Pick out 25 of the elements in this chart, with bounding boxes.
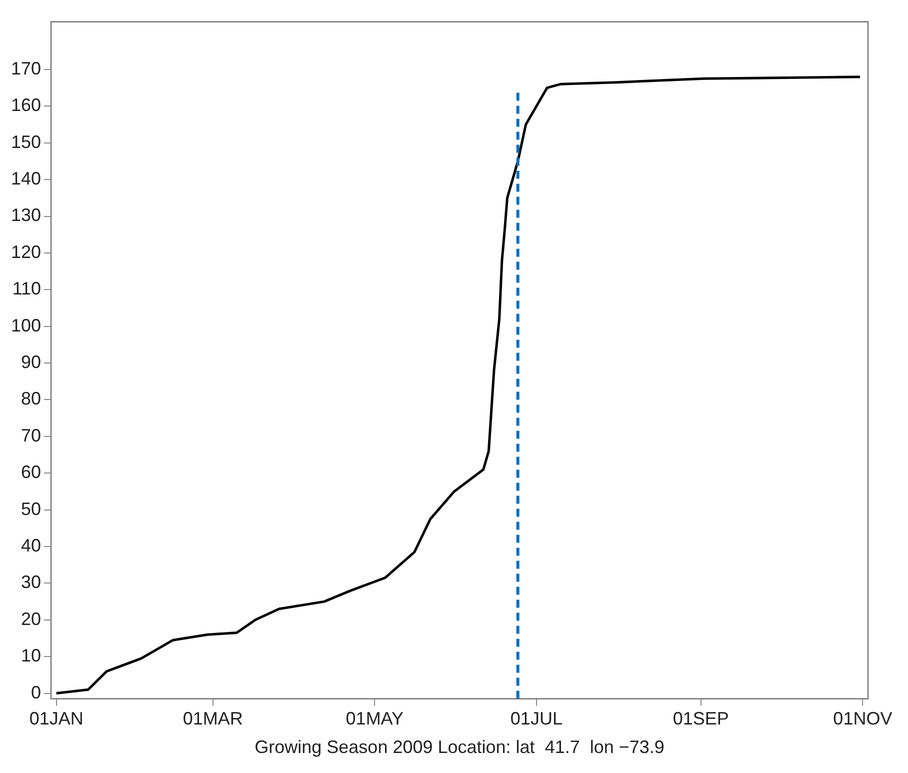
x-tick-label: 01MAY [346,708,404,729]
x-tick-label: 01MAR [182,708,243,729]
x-axis-title: Growing Season 2009 Location: lat 41.7 lon −73.9 [254,737,664,758]
x-tick-label: 01NOV [833,708,892,729]
y-tick-label: 20 [21,608,42,629]
y-tick-label: 110 [12,278,42,299]
y-tick-label: 70 [21,425,42,446]
y-tick-label: 10 [21,646,42,666]
y-tick-label: 40 [21,535,42,556]
y-tick-label: 60 [21,462,42,482]
y-tick-label: 100 [10,315,42,336]
y-tick-label: 80 [21,388,42,409]
y-tick-label: 130 [10,205,42,226]
y-tick-label: 160 [10,95,42,116]
x-tick-label: 01SEP [672,708,729,729]
y-tick-label: 90 [21,352,42,372]
y-tick-label: 150 [10,132,42,152]
x-tick-label: 01JUL [510,708,562,729]
x-tick-label: 01JAN [29,708,84,729]
y-tick-label: 0 [31,682,42,702]
y-tick-label: 120 [10,242,42,262]
y-tick-label: 30 [21,572,42,592]
y-tick-label: 50 [21,498,42,519]
y-tick-label: 140 [10,168,42,189]
y-tick-label: 170 [10,58,42,78]
